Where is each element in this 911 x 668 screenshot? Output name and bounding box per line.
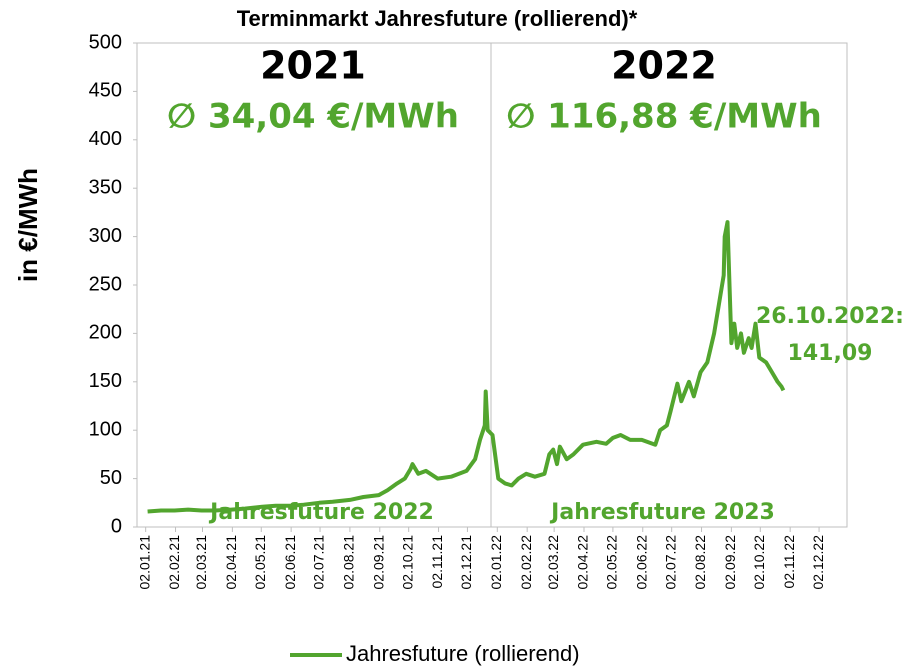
y-tick-label: 450 bbox=[89, 80, 122, 102]
x-tick-label: 02.09.22 bbox=[722, 535, 738, 590]
x-tick-label: 02.10.22 bbox=[751, 535, 767, 590]
x-tick-label: 02.12.22 bbox=[810, 535, 826, 590]
y-axis-label: in €/MWh bbox=[13, 168, 43, 282]
x-tick-label: 02.10.21 bbox=[399, 535, 415, 590]
y-tick-label: 250 bbox=[89, 273, 122, 295]
x-tick-label: 02.05.22 bbox=[604, 535, 620, 590]
legend-label: Jahresfuture (rollierend) bbox=[346, 641, 580, 666]
x-tick-label: 02.02.22 bbox=[518, 535, 534, 590]
y-tick-label: 200 bbox=[89, 322, 122, 344]
annotation: 2021 bbox=[260, 44, 366, 88]
series-line bbox=[147, 220, 786, 514]
x-tick-label: 02.08.22 bbox=[692, 535, 708, 590]
x-tick-label: 02.01.21 bbox=[136, 535, 152, 590]
x-tick-label: 02.03.22 bbox=[545, 535, 561, 590]
annotation: 2022 bbox=[611, 44, 717, 88]
x-tick-label: 02.04.21 bbox=[223, 535, 239, 590]
x-tick-label: 02.11.21 bbox=[429, 535, 445, 589]
annotation: 141,09 bbox=[788, 341, 873, 366]
annotation: ∅ 34,04 €/MWh bbox=[167, 97, 459, 137]
x-tick-label: 02.01.22 bbox=[488, 535, 504, 590]
y-tick-label: 500 bbox=[89, 31, 122, 53]
annotation: ∅ 116,88 €/MWh bbox=[506, 97, 822, 137]
x-tick-label: 02.12.21 bbox=[458, 535, 474, 590]
y-tick-label: 50 bbox=[100, 467, 122, 489]
x-tick-label: 02.06.22 bbox=[633, 535, 649, 590]
x-tick-label: 02.07.22 bbox=[662, 535, 678, 590]
y-tick-label: 100 bbox=[89, 418, 122, 440]
x-tick-label: 02.11.22 bbox=[781, 535, 797, 589]
chart-title: Terminmarkt Jahresfuture (rollierend)* bbox=[237, 6, 638, 31]
y-tick-label: 400 bbox=[89, 128, 122, 150]
y-tick-label: 350 bbox=[89, 176, 122, 198]
annotation: Jahresfuture 2023 bbox=[549, 500, 775, 525]
y-tick-label: 0 bbox=[111, 515, 122, 537]
annotation: Jahresfuture 2022 bbox=[208, 500, 434, 525]
x-tick-label: 02.04.22 bbox=[575, 535, 591, 590]
y-tick-label: 300 bbox=[89, 225, 122, 247]
x-tick-label: 02.09.21 bbox=[370, 535, 386, 590]
x-tick-label: 02.02.21 bbox=[166, 535, 182, 590]
x-tick-label: 02.08.21 bbox=[341, 535, 357, 590]
x-tick-label: 02.07.21 bbox=[311, 535, 327, 590]
x-tick-label: 02.05.21 bbox=[252, 535, 268, 590]
y-tick-label: 150 bbox=[89, 370, 122, 392]
annotation: 26.10.2022: bbox=[756, 304, 904, 329]
x-tick-label: 02.06.21 bbox=[282, 535, 298, 590]
x-tick-label: 02.03.21 bbox=[193, 535, 209, 590]
